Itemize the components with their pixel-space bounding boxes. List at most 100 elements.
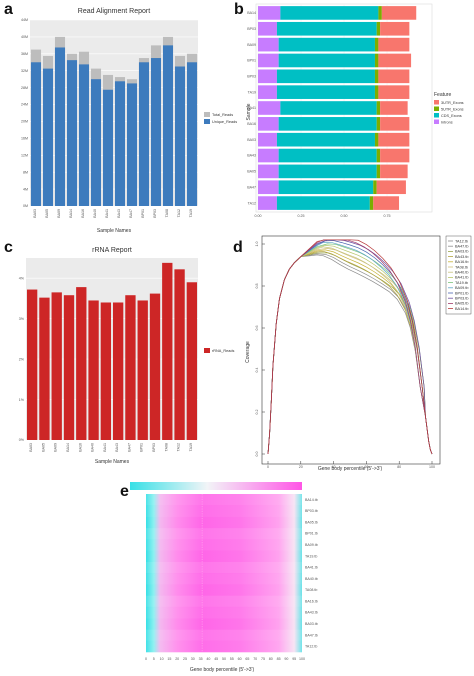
panel-e-row-label: BA40.tb bbox=[305, 577, 318, 581]
panel-e-xtick: 15 bbox=[167, 657, 171, 661]
panel-c-bar bbox=[63, 295, 75, 440]
panel-d-ytick: 0.8 bbox=[255, 284, 259, 289]
panel-a-xtick: BA47 bbox=[129, 209, 133, 218]
panel-c-y-ticks: 0% 1% 2% 3% 4% bbox=[19, 276, 25, 442]
panel-e-xtick: 25 bbox=[183, 657, 187, 661]
panel-b-ytick: BP03 bbox=[247, 27, 256, 31]
panel-c-ytick: 0% bbox=[19, 438, 25, 442]
panel-c-xtick: BA40 bbox=[91, 443, 95, 452]
panel-b-bar-segment bbox=[276, 132, 375, 147]
panel-d-legend-label: BA40.tb bbox=[455, 271, 469, 275]
panel-e-heatmap-row bbox=[146, 584, 302, 596]
panel-b-bar-segment bbox=[378, 53, 412, 68]
panel-c-xtick: BA43 bbox=[115, 443, 119, 452]
panel-b-bar-segment bbox=[258, 69, 277, 84]
panel-d-legend: TA12.tb BA47.tbBA03.tbBA43.tbBA16.tbTA08.… bbox=[445, 235, 472, 315]
panel-d-legend-label: BA05.tb bbox=[455, 302, 469, 306]
panel-c-xtick: BA09 bbox=[54, 443, 58, 452]
panel-e-xtick: 70 bbox=[253, 657, 257, 661]
panel-b-bar-segment bbox=[258, 148, 279, 163]
panel-d-xtick: 80 bbox=[397, 465, 401, 469]
panel-e-xtick: 95 bbox=[292, 657, 296, 661]
panel-c-bar bbox=[174, 269, 185, 440]
panel-b-y-ticks: BA14 BP03 BA09 BP01 BP03 TA19 BA41 BA16 BA03 BA43… bbox=[247, 11, 256, 205]
panel-c-legend-swatch bbox=[204, 348, 210, 353]
panel-d-ytick: 0.4 bbox=[255, 368, 259, 373]
panel-a-ytick: 16M bbox=[21, 137, 28, 141]
panel-b-bar-segment bbox=[374, 85, 379, 99]
panel-a-bar-unique bbox=[102, 89, 114, 206]
panel-a-ytick: 44M bbox=[21, 18, 28, 22]
panel-b-ytick: BA41 bbox=[247, 106, 256, 110]
panel-d-legend-label: BA41.tb bbox=[455, 276, 469, 280]
panel-d-legend-label: BA03.tb bbox=[455, 250, 469, 254]
panel-b-bar-segment bbox=[373, 180, 377, 195]
panel-d-ytick: 0.6 bbox=[255, 326, 259, 331]
panel-d-legend-box bbox=[445, 235, 472, 315]
panel-e-row-label: BP03.tb bbox=[305, 509, 318, 513]
panel-b-bar-segment bbox=[380, 21, 410, 36]
panel-b-xtick: 0.00 bbox=[255, 214, 262, 218]
panel-b-legend-swatch bbox=[434, 100, 439, 105]
panel-c-bar bbox=[149, 293, 161, 440]
panel-b-ytick: TA12 bbox=[248, 201, 256, 205]
panel-c-bars bbox=[26, 262, 198, 440]
panel-b-bar-segment bbox=[376, 180, 406, 195]
panel-b-ytick: BP03 bbox=[247, 75, 256, 79]
panel-e-row-label: BA43.tb bbox=[305, 611, 318, 615]
panel-a-xtick: BA09 bbox=[57, 209, 61, 218]
panel-d-y-ticks: 0.0 0.2 0.4 0.6 0.8 1.0 bbox=[255, 242, 265, 457]
panel-a-title: Read Alignment Report bbox=[78, 8, 150, 15]
panel-d-ytick: 1.0 bbox=[255, 242, 259, 247]
panel-b-bar-segment bbox=[278, 53, 375, 68]
panel-d-ylabel: Coverage bbox=[245, 341, 251, 363]
panel-e-color-key bbox=[130, 482, 302, 490]
panel-a-bar-unique bbox=[54, 47, 66, 207]
panel-d-lines bbox=[267, 239, 433, 455]
panel-c-xtick: BP03 bbox=[152, 443, 156, 452]
panel-a-xtick: BA05 bbox=[45, 209, 49, 218]
panel-d: 0.0 0.2 0.4 0.6 0.8 1.0 0 20 40 60 80 100 Gene bod… bbox=[245, 235, 472, 472]
panel-label-a: a bbox=[4, 1, 13, 18]
panel-e-xtick: 0 bbox=[145, 657, 147, 661]
panel-a-xtick: TA12 bbox=[177, 209, 181, 217]
panel-a-y-ticks: 0M 4M 8M 12M 16M 20M 24M 28M 32M 36M 40M 44M bbox=[21, 18, 28, 208]
panel-c-xtick: TA12 bbox=[177, 443, 181, 451]
panel-e-heatmap-row bbox=[146, 606, 302, 619]
panel-c-xtick: BA05 bbox=[41, 443, 45, 452]
panel-b-bar-segment bbox=[374, 53, 379, 68]
panel-d-legend-label: BA14.tb bbox=[455, 307, 469, 311]
panel-b-bar-segment bbox=[380, 148, 410, 163]
panel-b-legend-label: 3UTR_Exons bbox=[441, 101, 464, 105]
panel-b-bar-segment bbox=[373, 196, 400, 210]
panel-b-bar-segment bbox=[258, 101, 281, 115]
panel-d-legend-label: BA16.tb bbox=[455, 260, 469, 264]
panel-b-ytick: TA19 bbox=[248, 90, 256, 94]
panel-b-bar-segment bbox=[258, 180, 279, 195]
panel-e-heatmap-row bbox=[146, 640, 302, 653]
panel-a-bar-unique bbox=[66, 60, 78, 207]
panel-c-bar bbox=[51, 292, 62, 440]
panel-b-bar-segment bbox=[278, 117, 377, 131]
panel-e-row-label: BA09.tb bbox=[305, 543, 318, 547]
panel-a-legend-swatch-unique bbox=[204, 119, 210, 124]
panel-a-bars bbox=[30, 36, 198, 207]
panel-e-row-label: BA14.tb bbox=[305, 498, 318, 502]
panel-e-heatmap-row bbox=[146, 550, 302, 563]
panel-b-bar-segment bbox=[378, 132, 410, 147]
panel-b-bar-segment bbox=[280, 101, 377, 115]
panel-e-xtick: 45 bbox=[214, 657, 218, 661]
panel-a-xtick: BA14 bbox=[69, 209, 73, 218]
panel-a-legend-label-unique: Unique_Reads bbox=[212, 120, 237, 124]
panel-e-xtick: 30 bbox=[191, 657, 195, 661]
panel-b-ytick: BA05 bbox=[247, 170, 256, 174]
panel-b-ytick: BA14 bbox=[247, 11, 256, 15]
panel-b-ytick: BA16 bbox=[247, 122, 256, 126]
panel-c-bar bbox=[162, 262, 173, 440]
panel-b-bar-segment bbox=[276, 196, 370, 210]
panel-b-bar-segment bbox=[380, 117, 410, 131]
panel-c-ytick: 2% bbox=[19, 357, 25, 361]
panel-e-xtick: 20 bbox=[175, 657, 179, 661]
panel-label-e: e bbox=[120, 483, 129, 500]
